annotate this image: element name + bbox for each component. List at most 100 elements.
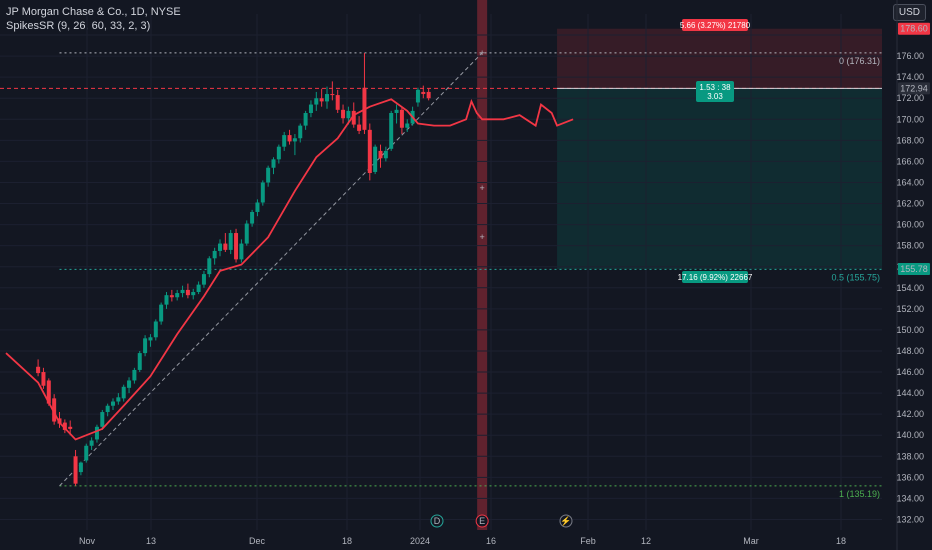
candle-body <box>116 397 121 402</box>
candle-body <box>159 304 164 322</box>
flash-icon-glyph: ⚡ <box>560 515 571 527</box>
candle-body <box>228 233 233 250</box>
candle-body <box>335 95 340 110</box>
candle-body <box>73 456 78 484</box>
candle-body <box>105 405 110 413</box>
candle-body <box>341 109 346 119</box>
y-tick-label: 150.00 <box>896 325 924 335</box>
spike-marker: + <box>480 48 485 58</box>
candle-body <box>421 91 426 95</box>
y-tick-label: 170.00 <box>896 114 924 124</box>
candle-body <box>346 110 351 119</box>
candle-body <box>250 211 255 224</box>
candle-body <box>271 159 276 168</box>
x-tick-label: 12 <box>641 536 651 546</box>
x-tick-label: 16 <box>486 536 496 546</box>
candle-body <box>314 98 319 105</box>
candle-body <box>153 321 158 338</box>
candle-body <box>351 110 356 125</box>
y-tick-label: 138.00 <box>896 451 924 461</box>
candle-body <box>373 146 378 172</box>
price-badge-current: 172.94 <box>900 83 928 93</box>
y-tick-label: 160.00 <box>896 220 924 230</box>
earnings-band <box>477 0 488 530</box>
x-tick-label: 18 <box>342 536 352 546</box>
candle-body <box>357 124 362 131</box>
y-tick-label: 134.00 <box>896 493 924 503</box>
candle-body <box>426 91 431 99</box>
y-tick-label: 174.00 <box>896 72 924 82</box>
candle-body <box>367 129 372 174</box>
indicator-label[interactable]: SpikesSR (9, 26, 60, 33, 2, 3) <box>6 20 151 32</box>
y-tick-label: 158.00 <box>896 241 924 251</box>
price-badge-fib: 155.78 <box>900 264 928 274</box>
x-tick-label: 13 <box>146 536 156 546</box>
candle-body <box>121 386 126 399</box>
candle-body <box>46 380 51 404</box>
x-tick-label: Mar <box>743 536 759 546</box>
event-marker-text: D <box>434 516 441 526</box>
flash-icon[interactable] <box>559 514 573 528</box>
candle-body <box>201 274 206 285</box>
target-label-box <box>682 19 748 31</box>
fib-level-label: 0 (176.31) <box>839 56 880 66</box>
candle-body <box>175 293 180 298</box>
candle-body <box>223 243 228 250</box>
candle-body <box>94 426 99 440</box>
y-tick-label: 152.00 <box>896 304 924 314</box>
target-label-text: 5.66 (3.27%) 21780 <box>680 21 751 30</box>
candle-body <box>287 135 292 142</box>
candle-body <box>292 138 297 142</box>
candle-body <box>234 233 239 260</box>
event-marker-circle[interactable] <box>475 514 489 528</box>
y-tick-label: 132.00 <box>896 514 924 524</box>
candle-body <box>378 150 383 159</box>
candle-body <box>111 401 115 406</box>
candle-body <box>78 462 83 473</box>
candle-body <box>89 440 94 446</box>
stop-label-box <box>682 271 748 283</box>
symbol-title[interactable]: JP Morgan Chase & Co., 1D, NYSE <box>6 6 181 18</box>
candle-body <box>212 250 217 259</box>
x-tick-label: Dec <box>249 536 266 546</box>
y-tick-label: 164.00 <box>896 177 924 187</box>
candle-body <box>276 146 281 160</box>
spike-marker: + <box>480 232 485 242</box>
ratio-label-text: 3.03 <box>707 92 723 101</box>
currency-button[interactable]: USD <box>892 4 926 21</box>
candle-body <box>164 295 169 305</box>
candle-body <box>255 202 260 212</box>
x-tick-label: Nov <box>79 536 96 546</box>
candle-body <box>137 353 142 370</box>
candle-body <box>36 366 41 374</box>
candle-body <box>319 98 324 102</box>
fib-trend-line <box>59 52 483 487</box>
y-tick-label: 142.00 <box>896 409 924 419</box>
y-tick-label: 172.00 <box>896 93 924 103</box>
candle-body <box>330 94 335 96</box>
candle-body <box>383 150 388 159</box>
price-badge-top-box <box>898 22 930 35</box>
x-tick-label: 2024 <box>410 536 430 546</box>
candle-body <box>415 89 420 103</box>
y-tick-label: 162.00 <box>896 199 924 209</box>
y-tick-label: 168.00 <box>896 135 924 145</box>
candle-body <box>148 337 153 341</box>
spike-marker: + <box>480 183 485 193</box>
candle-body <box>218 243 222 251</box>
y-tick-label: 146.00 <box>896 367 924 377</box>
candle-body <box>266 167 271 183</box>
candle-body <box>196 284 201 293</box>
candle-body <box>143 338 148 354</box>
candle-body <box>68 426 73 429</box>
event-marker-circle[interactable] <box>430 514 444 528</box>
price-badge-top: 178.60 <box>900 24 928 34</box>
moving-average-line <box>5 98 574 441</box>
candle-body <box>308 104 313 113</box>
fib-level-label: 1 (135.19) <box>839 489 880 499</box>
candle-body <box>41 372 46 386</box>
fib-level-label: 0.5 (155.75) <box>831 272 880 282</box>
candle-body <box>282 135 287 147</box>
candle-body <box>127 380 132 388</box>
